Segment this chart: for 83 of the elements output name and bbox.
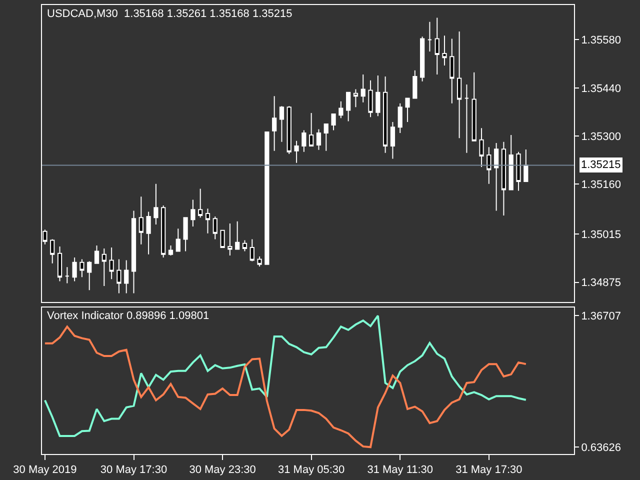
candlestick xyxy=(508,134,514,190)
y-tick-label: 1.35300 xyxy=(581,130,621,143)
candlestick xyxy=(102,248,106,287)
candlestick xyxy=(57,246,62,282)
candlestick xyxy=(212,216,218,240)
candlestick xyxy=(338,100,344,119)
candlestick xyxy=(360,74,366,103)
y-tick-label: 1.34875 xyxy=(581,277,621,290)
candlestick xyxy=(154,183,158,225)
candlestick xyxy=(161,205,166,258)
candlestick xyxy=(501,141,506,216)
chart-title: USDCAD,M30 1.35168 1.35261 1.35168 1.35215 xyxy=(47,8,292,20)
candlestick xyxy=(286,106,292,154)
candlestick xyxy=(464,84,470,154)
candlestick xyxy=(309,112,314,147)
x-tick-label: 30 May 2019 xyxy=(13,464,77,476)
candlestick xyxy=(324,124,328,152)
candlestick xyxy=(272,96,277,152)
candlestick xyxy=(72,257,77,282)
candlestick xyxy=(168,244,174,256)
candlestick xyxy=(146,211,151,255)
candlestick xyxy=(198,188,203,218)
candlestick xyxy=(383,76,388,154)
candlestick xyxy=(442,35,447,66)
y-tick-label: 1.35580 xyxy=(581,34,621,47)
candlestick xyxy=(264,131,270,265)
candlestick xyxy=(486,146,492,184)
candlestick xyxy=(434,17,440,75)
candlestick xyxy=(302,130,306,152)
candlestick xyxy=(427,21,432,52)
candlestick xyxy=(87,260,92,291)
candlestick xyxy=(64,266,70,284)
candlestick xyxy=(220,230,225,248)
candlestick xyxy=(116,258,122,294)
ref-line-label: 1.35215 xyxy=(581,159,621,171)
candlestick xyxy=(405,98,410,122)
candlestick xyxy=(279,106,284,142)
candlestick xyxy=(94,244,100,264)
x-tick-label: 30 May 23:30 xyxy=(189,464,256,476)
chart-title: Vortex Indicator 0.89896 1.09801 xyxy=(47,310,210,322)
candlestick xyxy=(138,196,144,245)
candlestick xyxy=(50,238,55,264)
candlestick xyxy=(257,256,262,267)
candlestick xyxy=(494,142,499,212)
candlestick xyxy=(353,88,358,108)
candlestick xyxy=(390,121,396,160)
candlestick xyxy=(131,210,136,294)
candlestick xyxy=(242,240,248,252)
candlestick xyxy=(331,114,336,131)
x-tick-label: 30 May 17:30 xyxy=(100,464,168,476)
candlestick xyxy=(80,258,84,278)
candlestick xyxy=(516,151,521,192)
y-tick-label: 1.36707 xyxy=(581,310,621,323)
candlestick xyxy=(472,72,476,142)
candlestick xyxy=(524,148,528,182)
line-series xyxy=(44,326,527,448)
candlestick xyxy=(398,102,402,134)
candlestick xyxy=(190,199,196,228)
y-tick-label: 1.35015 xyxy=(581,228,621,241)
candlestick xyxy=(109,247,114,280)
x-tick-label: 31 May 11:30 xyxy=(367,464,434,476)
candlestick xyxy=(124,260,129,294)
candlestick xyxy=(457,30,462,139)
y-tick-label: 0.63626 xyxy=(581,442,621,454)
x-tick-label: 31 May 05:30 xyxy=(278,464,345,476)
y-tick-label: 1.35160 xyxy=(581,179,621,192)
candlestick xyxy=(250,238,254,262)
candlestick xyxy=(376,75,380,117)
candlestick xyxy=(316,128,322,150)
candlestick xyxy=(183,217,188,252)
candlestick xyxy=(420,36,425,82)
candlestick xyxy=(176,228,180,252)
candlestick xyxy=(294,140,299,164)
x-tick-label: 31 May 17:30 xyxy=(456,464,522,476)
candlestick xyxy=(228,222,232,256)
candlestick xyxy=(235,220,240,250)
candlestick xyxy=(346,92,351,122)
candlestick xyxy=(479,128,484,168)
candlestick xyxy=(205,208,210,234)
y-tick-label: 1.35440 xyxy=(581,82,621,95)
candlestick xyxy=(368,80,373,118)
candlestick xyxy=(450,38,454,104)
candlestick xyxy=(412,70,418,99)
